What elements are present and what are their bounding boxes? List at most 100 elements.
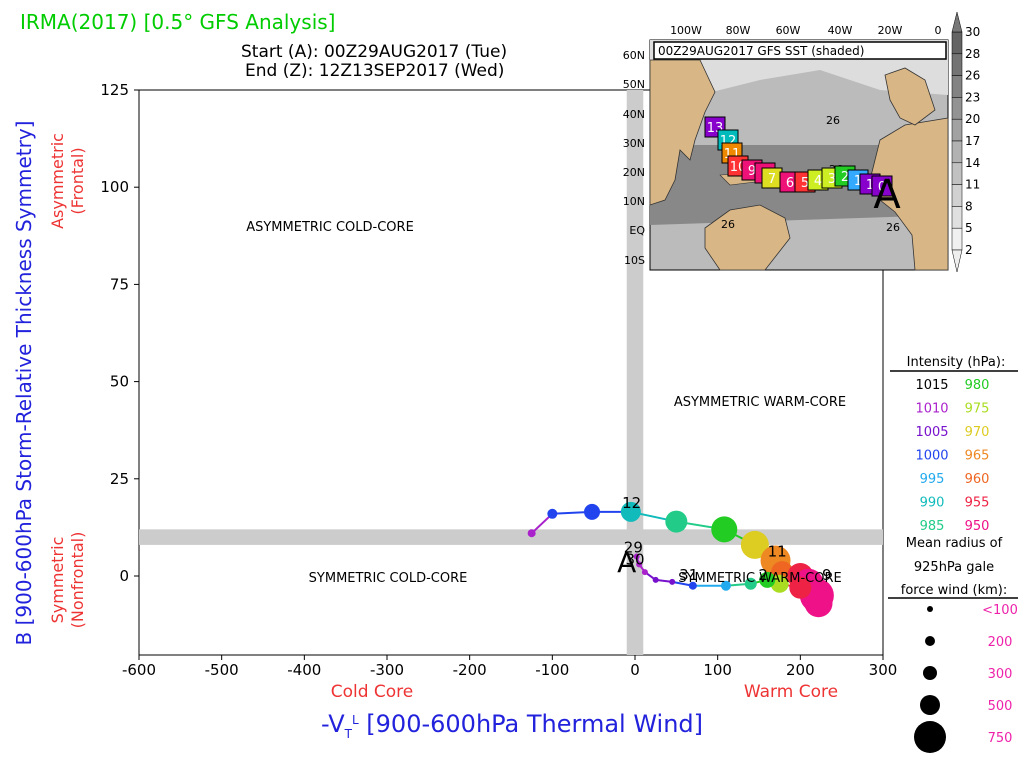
inset-lon-label: 80W bbox=[726, 24, 751, 37]
inset-track-label: 6 bbox=[786, 176, 794, 191]
quadrant-top-right: ASYMMETRIC WARM-CORE bbox=[674, 395, 846, 410]
intensity-legend-rows: 1015 980 1010 975 1005 970 1000 965 995 960 990 955… bbox=[915, 378, 989, 534]
inset-lon-label: 100W bbox=[670, 24, 702, 37]
inset-south-america bbox=[704, 204, 791, 271]
x-tick-label: 100 bbox=[703, 661, 732, 679]
x-axis-title-sup: L bbox=[352, 713, 359, 727]
y-top-label-2: (Frontal) bbox=[68, 147, 87, 214]
start-label: Start (A): 00Z29AUG2017 (Tue) bbox=[241, 42, 507, 62]
x-right-label: Warm Core bbox=[744, 682, 838, 702]
colorbar-tick-label: 14 bbox=[965, 156, 980, 170]
inset-lat-label: 40N bbox=[623, 108, 645, 121]
track-annotation: 12 bbox=[622, 494, 641, 512]
colorbar-tick-label: 26 bbox=[965, 69, 980, 83]
track-point bbox=[759, 571, 776, 588]
track-point bbox=[744, 577, 757, 590]
size-legend-label: 750 bbox=[988, 731, 1013, 746]
x-tick-label: -400 bbox=[287, 661, 321, 679]
inset-track-label: 1 bbox=[854, 174, 862, 189]
track-point bbox=[633, 553, 640, 560]
inset-track-box bbox=[871, 175, 893, 197]
intensity-legend-left: 995 bbox=[920, 472, 945, 487]
track-annotation: 9 bbox=[822, 566, 832, 584]
size-legend-circle bbox=[925, 636, 935, 646]
intensity-legend-right: 970 bbox=[965, 425, 990, 440]
colorbar-tick-label: 28 bbox=[965, 47, 980, 61]
chart-title: IRMA(2017) [0.5° GFS Analysis] bbox=[20, 10, 335, 34]
quadrant-labels: ASYMMETRIC COLD-CORE ASYMMETRIC WARM-COR… bbox=[246, 220, 846, 586]
y-tick-label: 25 bbox=[110, 470, 129, 488]
size-legend-circle bbox=[927, 606, 933, 612]
inset-lon-label: 60W bbox=[776, 24, 801, 37]
colorbar-tick-label: 20 bbox=[965, 112, 980, 126]
track-point bbox=[652, 576, 659, 583]
intensity-legend-right: 960 bbox=[965, 472, 990, 487]
track-annotation: 30 bbox=[625, 550, 644, 568]
size-legend-title-1: Mean radius of bbox=[906, 536, 1003, 551]
y-tick-label: 125 bbox=[100, 81, 129, 99]
colorbar-segment bbox=[951, 118, 963, 142]
sst-colorbar: 30 28 26 23 20 17 14 11 8 5 2 bbox=[951, 11, 980, 273]
inset-lat-label: EQ bbox=[629, 224, 645, 237]
inset-title-box bbox=[653, 41, 947, 60]
inset-map: 00Z29AUG2017 GFS SST (shaded) 100W 80W 60W… bbox=[623, 24, 949, 271]
inset-title: 00Z29AUG2017 GFS SST (shaded) bbox=[658, 44, 864, 58]
x-axis-title-vt: -V bbox=[321, 710, 345, 738]
colorbar-tick-label: 23 bbox=[965, 90, 980, 104]
inset-track-label: 5 bbox=[801, 176, 809, 191]
colorbar-tick-label: 11 bbox=[965, 178, 980, 192]
intensity-legend-left: 1015 bbox=[915, 378, 948, 393]
inset-lat-label: 10N bbox=[623, 195, 645, 208]
inset-lon-label: 40W bbox=[828, 24, 853, 37]
intensity-legend-right: 980 bbox=[965, 378, 990, 393]
colorbar-segment bbox=[951, 75, 963, 98]
inset-lat-label: 30N bbox=[623, 137, 645, 150]
y-tick-label: 50 bbox=[110, 373, 129, 391]
colorbar-tick-label: 2 bbox=[965, 243, 973, 257]
size-legend-rows: <100 200 300 500 750 bbox=[914, 603, 1018, 753]
track-point bbox=[688, 581, 697, 590]
colorbar-tick-label: 17 bbox=[965, 134, 980, 148]
y-tick-label: 0 bbox=[119, 567, 129, 585]
inset-contour-label: 26 bbox=[826, 114, 840, 127]
inset-track-label: 3 bbox=[828, 172, 836, 187]
colorbar-segment bbox=[951, 184, 963, 207]
y-axis-ticks: 125 100 75 50 25 0 bbox=[100, 81, 139, 585]
track-annotation: 11 bbox=[768, 543, 787, 561]
intensity-legend-left: 1005 bbox=[915, 425, 948, 440]
track-point bbox=[804, 589, 833, 618]
x-tick-label: -300 bbox=[370, 661, 404, 679]
x-tick-label: 200 bbox=[786, 661, 815, 679]
y-axis-title: B [900-600hPa Storm-Relative Thickness S… bbox=[12, 121, 36, 646]
size-legend-circle bbox=[914, 721, 946, 753]
quadrant-top-left: ASYMMETRIC COLD-CORE bbox=[246, 220, 414, 235]
size-legend-label: 300 bbox=[988, 667, 1013, 682]
track-point bbox=[720, 580, 731, 591]
x-axis-title-sub: T bbox=[344, 727, 353, 741]
colorbar-segment bbox=[951, 162, 963, 185]
inset-start-marker: A bbox=[873, 172, 901, 218]
colorbar-segment bbox=[951, 227, 963, 251]
intensity-legend-title: Intensity (hPa): bbox=[907, 355, 1006, 370]
x-tick-label: -200 bbox=[453, 661, 487, 679]
intensity-legend-right: 955 bbox=[965, 496, 990, 511]
x-axis-ticks: -600 -500 -400 -300 -200 -100 0 100 200 300 bbox=[122, 655, 897, 679]
inset-europe bbox=[884, 67, 936, 126]
x-tick-label: -600 bbox=[122, 661, 156, 679]
inset-north-america bbox=[649, 59, 716, 206]
track-point bbox=[740, 530, 769, 559]
inset-lon-label: 20W bbox=[878, 24, 903, 37]
quadrant-bottom-right: SYMMETRIC WARM-CORE bbox=[678, 571, 841, 586]
colorbar-tick-label: 30 bbox=[965, 25, 980, 39]
intensity-legend-right: 965 bbox=[965, 449, 990, 464]
track-point bbox=[789, 576, 812, 599]
colorbar-segment bbox=[951, 97, 963, 120]
x-axis-title: -VTL [900-600hPa Thermal Wind] bbox=[321, 710, 703, 741]
inset-track-label: 7 bbox=[768, 172, 776, 187]
inset-lat-label: 20N bbox=[623, 166, 645, 179]
end-label: End (Z): 12Z13SEP2017 (Wed) bbox=[245, 61, 504, 81]
y-tick-label: 100 bbox=[100, 178, 129, 196]
track-point bbox=[711, 516, 738, 543]
